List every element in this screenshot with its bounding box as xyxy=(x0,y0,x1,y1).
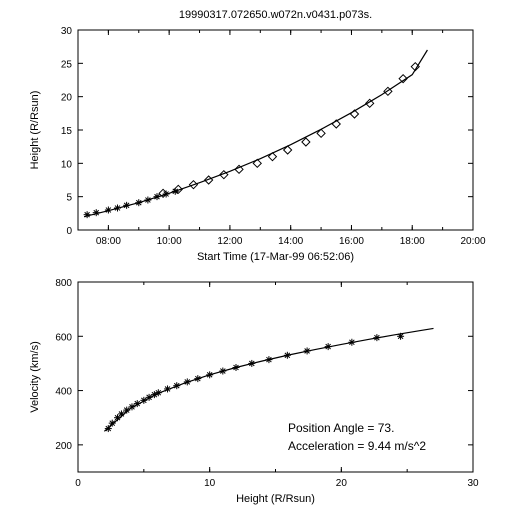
x-tick-label: 10:00 xyxy=(157,236,182,247)
y-axis-label: Velocity (km/s) xyxy=(29,341,41,413)
x-tick-label: 12:00 xyxy=(217,236,242,247)
y-tick-label: 200 xyxy=(55,441,72,452)
x-tick-label: 14:00 xyxy=(278,236,303,247)
y-axis-label: Height (R/Rsun) xyxy=(29,91,41,170)
asterisk-marker xyxy=(84,211,91,218)
asterisk-marker xyxy=(325,343,332,350)
y-tick-label: 20 xyxy=(61,93,73,104)
x-tick-label: 10 xyxy=(204,478,216,489)
asterisk-marker xyxy=(118,410,125,417)
x-tick-label: 18:00 xyxy=(400,236,425,247)
fit-line xyxy=(104,328,433,431)
asterisk-marker xyxy=(248,360,255,367)
x-tick-label: 16:00 xyxy=(339,236,364,247)
asterisk-marker xyxy=(173,382,180,389)
x-tick-label: 20:00 xyxy=(460,236,485,247)
asterisk-marker xyxy=(194,375,201,382)
diamond-marker xyxy=(302,138,310,146)
asterisk-marker xyxy=(233,364,240,371)
asterisk-marker xyxy=(284,352,291,359)
y-tick-label: 400 xyxy=(55,387,72,398)
asterisk-marker xyxy=(155,389,162,396)
position-angle-annotation: Position Angle = 73. xyxy=(288,421,394,435)
asterisk-marker xyxy=(219,368,226,375)
x-tick-label: 08:00 xyxy=(96,236,121,247)
y-tick-label: 5 xyxy=(66,193,72,204)
asterisk-marker xyxy=(105,425,112,432)
asterisk-marker xyxy=(144,197,151,204)
height-vs-time-chart: 08:00 10:00 12:00 14:00 16:00 18:00 20:00 0 5 10 1… xyxy=(29,26,486,263)
y-tick-label: 600 xyxy=(55,332,72,343)
asterisk-marker xyxy=(206,371,213,378)
asterisk-marker xyxy=(123,407,130,414)
velocity-vs-height-chart: 0 10 20 30 200 400 600 800 Height (R/Rsun) Veloci… xyxy=(29,278,479,505)
acceleration-annotation: Acceleration = 9.44 m/s^2 xyxy=(288,439,426,453)
plot-frame xyxy=(78,30,473,230)
asterisk-marker xyxy=(184,378,191,385)
fit-line xyxy=(84,50,427,217)
asterisk-marker xyxy=(135,199,142,206)
x-axis-label: Height (R/Rsun) xyxy=(236,493,315,505)
y-tick-label: 30 xyxy=(61,26,73,37)
x-axis-label: Start Time (17-Mar-99 06:52:06) xyxy=(197,251,354,263)
x-tick-label: 20 xyxy=(336,478,348,489)
asterisk-marker xyxy=(109,420,116,427)
y-tick-label: 10 xyxy=(61,159,73,170)
asterisk-marker xyxy=(164,385,171,392)
asterisk-marker xyxy=(114,205,121,212)
x-tick-label: 30 xyxy=(467,478,479,489)
asterisk-marker xyxy=(373,334,380,341)
asterisk-marker xyxy=(123,202,130,209)
y-tick-label: 0 xyxy=(66,226,72,237)
y-tick-label: 800 xyxy=(55,278,72,289)
x-tick-label: 0 xyxy=(75,478,81,489)
asterisk-marker xyxy=(265,356,272,363)
asterisk-marker xyxy=(304,347,311,354)
y-tick-label: 25 xyxy=(61,59,73,70)
asterisk-marker xyxy=(348,339,355,346)
y-tick-label: 15 xyxy=(61,126,73,137)
asterisk-marker xyxy=(105,207,112,214)
page-title: 19990317.072650.w072n.v0431.p073s. xyxy=(179,9,372,21)
asterisk-marker xyxy=(93,209,100,216)
